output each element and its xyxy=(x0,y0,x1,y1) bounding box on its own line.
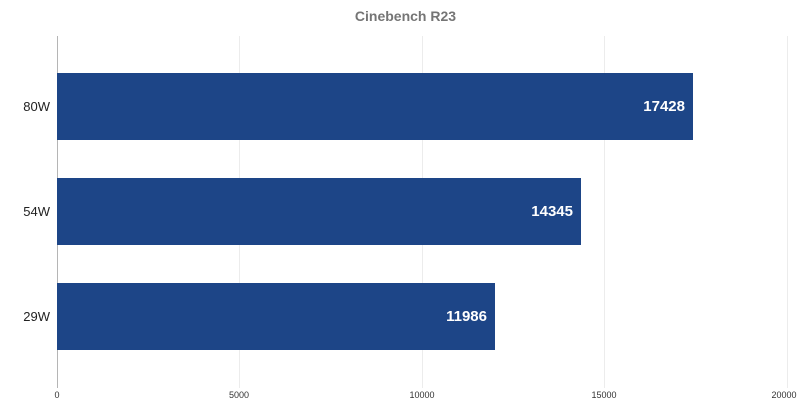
x-tick-label: 10000 xyxy=(409,390,435,400)
bar-value-label: 17428 xyxy=(643,98,685,115)
x-tick-label: 20000 xyxy=(771,390,797,400)
plot-area: 17428 14345 11986 xyxy=(57,36,788,388)
bar-29w: 11986 xyxy=(57,283,495,350)
bar-value-label: 11986 xyxy=(446,308,487,325)
x-tick-label: 5000 xyxy=(228,390,250,400)
category-label: 29W xyxy=(23,309,50,324)
gridline xyxy=(787,36,788,388)
bar-54w: 14345 xyxy=(57,178,581,245)
bar-value-label: 14345 xyxy=(531,203,573,220)
gridline xyxy=(604,36,605,388)
chart-title: Cinebench R23 xyxy=(354,8,457,24)
x-tick-label: 0 xyxy=(54,390,60,400)
category-label: 54W xyxy=(23,204,50,219)
x-tick-label: 15000 xyxy=(591,390,617,400)
bar-80w: 17428 xyxy=(57,73,693,140)
category-label: 80W xyxy=(23,99,50,114)
